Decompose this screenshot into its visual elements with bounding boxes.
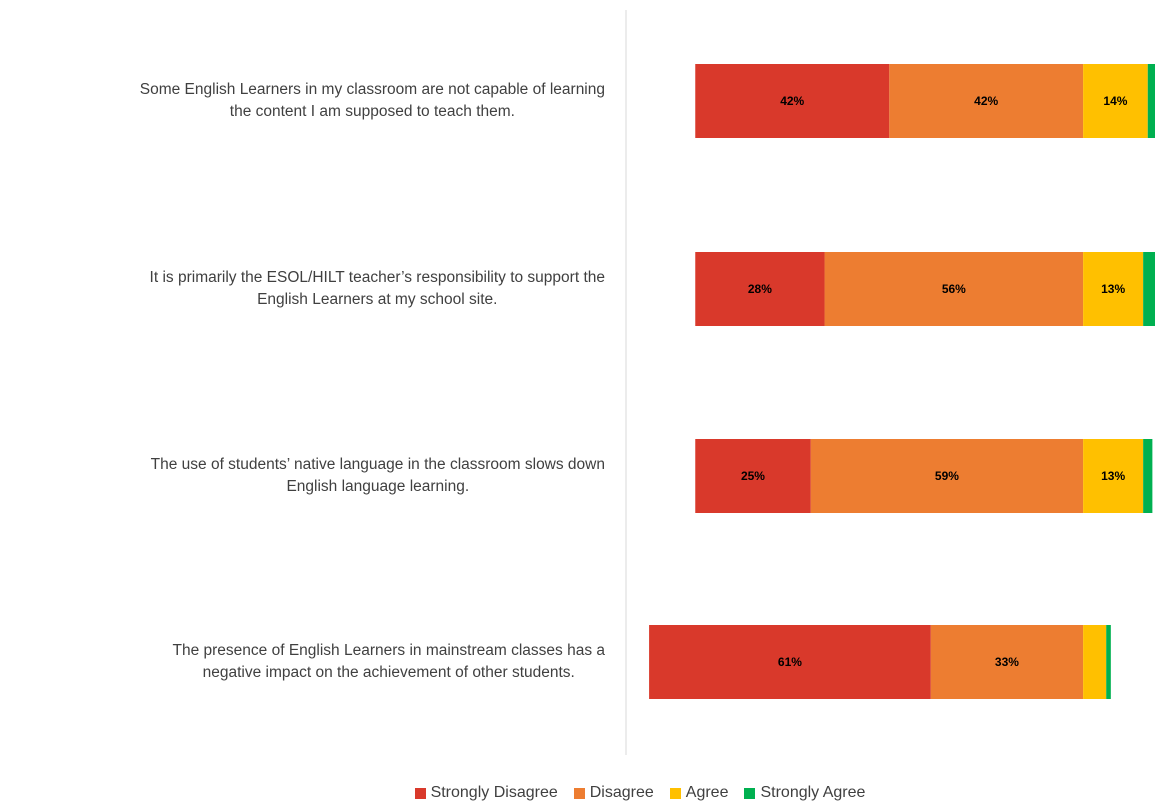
category-line: English Learners at my school site. <box>257 291 498 308</box>
data-label: 13% <box>1101 282 1125 296</box>
bar-segment <box>695 64 890 138</box>
legend-label: Strongly Disagree <box>430 784 558 801</box>
data-label: 59% <box>935 469 959 483</box>
bar-segment <box>889 64 1084 138</box>
bar-segment <box>1143 252 1155 326</box>
bar-segment <box>695 252 825 326</box>
data-label: 42% <box>780 94 804 108</box>
bar-segment <box>695 439 811 513</box>
data-label: 14% <box>1103 94 1127 108</box>
bar-segment <box>1083 625 1107 699</box>
category-label: The presence of English Learners in main… <box>173 640 606 684</box>
category-label: Some English Learners in my classroom ar… <box>140 79 605 123</box>
legend-item: Strongly Disagree <box>414 784 558 802</box>
bar-segment <box>1147 64 1155 138</box>
category-line: The use of students’ native language in … <box>150 456 605 473</box>
bar-segment <box>1083 439 1144 513</box>
data-label: 61% <box>778 655 802 669</box>
legend-swatch <box>669 787 681 799</box>
category-line: It is primarily the ESOL/HILT teacher’s … <box>149 269 605 286</box>
bar-segment <box>1083 64 1148 138</box>
legend: Strongly Disagree Disagree Agree Strongly A… <box>0 784 1155 802</box>
legend-label: Agree <box>685 784 729 801</box>
data-label: 42% <box>974 94 998 108</box>
category-line: The presence of English Learners in main… <box>172 642 606 659</box>
bar-segment <box>1106 625 1111 699</box>
category-label: It is primarily the ESOL/HILT teacher’s … <box>150 267 605 311</box>
category-label: The use of students’ native language in … <box>151 454 605 498</box>
legend-swatch <box>414 787 426 799</box>
data-label: 25% <box>741 469 765 483</box>
bar-segment <box>1143 439 1153 513</box>
bar-segment <box>810 439 1084 513</box>
bar-segment <box>1083 252 1144 326</box>
bar-segment <box>930 625 1084 699</box>
legend-swatch <box>744 787 756 799</box>
legend-item: Strongly Agree <box>744 784 865 802</box>
data-label: 28% <box>748 282 772 296</box>
legend-swatch <box>573 787 585 799</box>
legend-label: Disagree <box>589 784 654 801</box>
data-label: 56% <box>942 282 966 296</box>
category-line: negative impact on the achievement of ot… <box>202 664 575 681</box>
category-line: the content I am supposed to teach them. <box>229 103 515 120</box>
data-label: 13% <box>1101 469 1125 483</box>
category-line: Some English Learners in my classroom ar… <box>139 81 605 98</box>
legend-item: Disagree <box>573 784 654 802</box>
legend-label: Strongly Agree <box>760 784 866 801</box>
category-line: English language learning. <box>286 478 470 495</box>
data-label: 33% <box>995 655 1019 669</box>
bar-segment <box>649 625 931 699</box>
legend-item: Agree <box>669 784 729 802</box>
bar-segment <box>824 252 1084 326</box>
